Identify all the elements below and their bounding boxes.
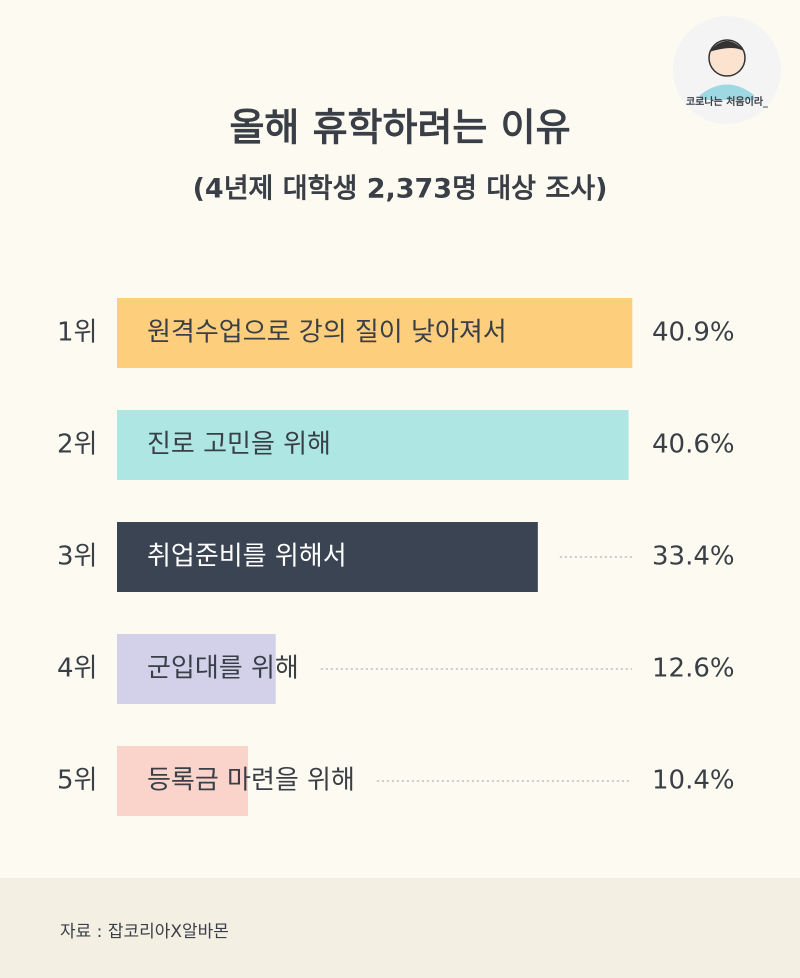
value-label: 12.6% [652,654,735,684]
rank-label: 1위 [57,318,97,348]
value-label: 40.9% [652,318,735,348]
bar-label: 등록금 마련을 위해 [147,766,355,796]
chart-title: 올해 휴학하려는 이유 [229,106,570,150]
bar [117,298,633,368]
bar [117,746,249,816]
badge-text: 코로나는 처음이라_ [686,95,768,108]
badge-body [700,84,754,100]
value-label: 10.4% [652,766,735,796]
value-label: 33.4% [652,542,735,572]
bar-label: 원격수업으로 강의 질이 낮아져서 [147,318,507,348]
value-label: 40.6% [652,430,735,460]
source: 자료 : 잡코리아X알바몬 [60,922,229,942]
bar [117,410,629,480]
bar-label: 진로 고민을 위해 [147,430,331,460]
rank-label: 3위 [57,542,97,572]
rank-label: 4위 [57,654,97,684]
footer [0,878,800,978]
bar-label: 취업준비를 위해서 [147,542,347,572]
bar [117,522,538,592]
bar-label: 군입대를 위해 [147,654,299,684]
chart-subtitle: (4년제 대학생 2,373명 대상 조사) [193,174,608,205]
rank-label: 5위 [57,766,97,796]
bar [117,634,276,704]
badge-hair [709,41,745,52]
rank-label: 2위 [57,430,97,460]
